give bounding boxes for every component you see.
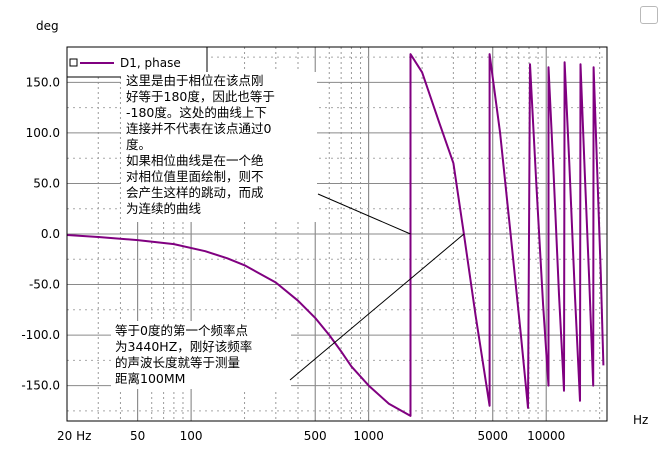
y-axis-label: deg: [36, 19, 59, 33]
annotation-box: [121, 72, 317, 222]
annotation-text: 等于0度的第一个频率点: [115, 323, 248, 338]
annotations: 这里是由于相位在该点刚好等于180度，因此也等于-180度。这处的曲线上下连接并…: [111, 72, 465, 389]
annotation-text: -180度。这处的曲线上下: [126, 105, 267, 120]
x-tick-label: 20 Hz: [57, 429, 91, 443]
annotation-text: 好等于180度，因此也等于: [126, 89, 275, 104]
series-layer: [67, 53, 605, 417]
annotation-text: 会产生这样的跳动，而成: [126, 185, 264, 200]
side-button[interactable]: [640, 6, 658, 24]
annotation-text: 的声波长度就等于测量: [115, 355, 240, 370]
x-axis-ticks: 20 Hz 50 100 500 1000 5000 10000: [57, 429, 565, 443]
y-tick-label: 0.0: [41, 227, 60, 241]
y-axis-ticks: 150.0 100.0 50.0 0.0 -50.0 -100.0 -150.0: [21, 75, 60, 392]
annotation-text: 如果相位曲线是在一个绝: [126, 153, 264, 168]
annotation-leader: [317, 193, 411, 235]
y-tick-label: 100.0: [26, 126, 60, 140]
legend-entry: D1, phase: [120, 56, 181, 70]
annotation-text: 为3440HZ，刚好该频率: [115, 339, 252, 354]
annotation-text: 这里是由于相位在该点刚: [126, 73, 264, 88]
x-tick-label: 5000: [477, 429, 508, 443]
legend-marker-icon: [69, 58, 78, 67]
annotation-text: 对相位值里面绘制，则不: [126, 169, 264, 184]
plot-frame: [66, 46, 608, 422]
x-tick-label: 1000: [353, 429, 384, 443]
y-tick-label: -100.0: [21, 328, 60, 342]
x-tick-label: 50: [130, 429, 145, 443]
y-tick-label: -150.0: [21, 379, 60, 393]
x-tick-label: 10000: [527, 429, 565, 443]
annotation-text: 距离100MM: [115, 371, 185, 386]
annotation-text: 度。: [126, 137, 151, 152]
series-line: [67, 53, 605, 417]
y-tick-label: 150.0: [26, 75, 60, 89]
annotation-text: 为连续的曲线: [126, 201, 202, 216]
annotation-box: [111, 321, 291, 389]
x-axis-label: Hz: [633, 413, 648, 427]
y-tick-label: -50.0: [29, 278, 60, 292]
annotation-text: 连接并不代表在该点通过0: [126, 121, 272, 136]
y-tick-label: 50.0: [33, 176, 60, 190]
annotation-leader: [289, 233, 465, 381]
x-tick-label: 500: [304, 429, 327, 443]
x-tick-label: 100: [180, 429, 203, 443]
